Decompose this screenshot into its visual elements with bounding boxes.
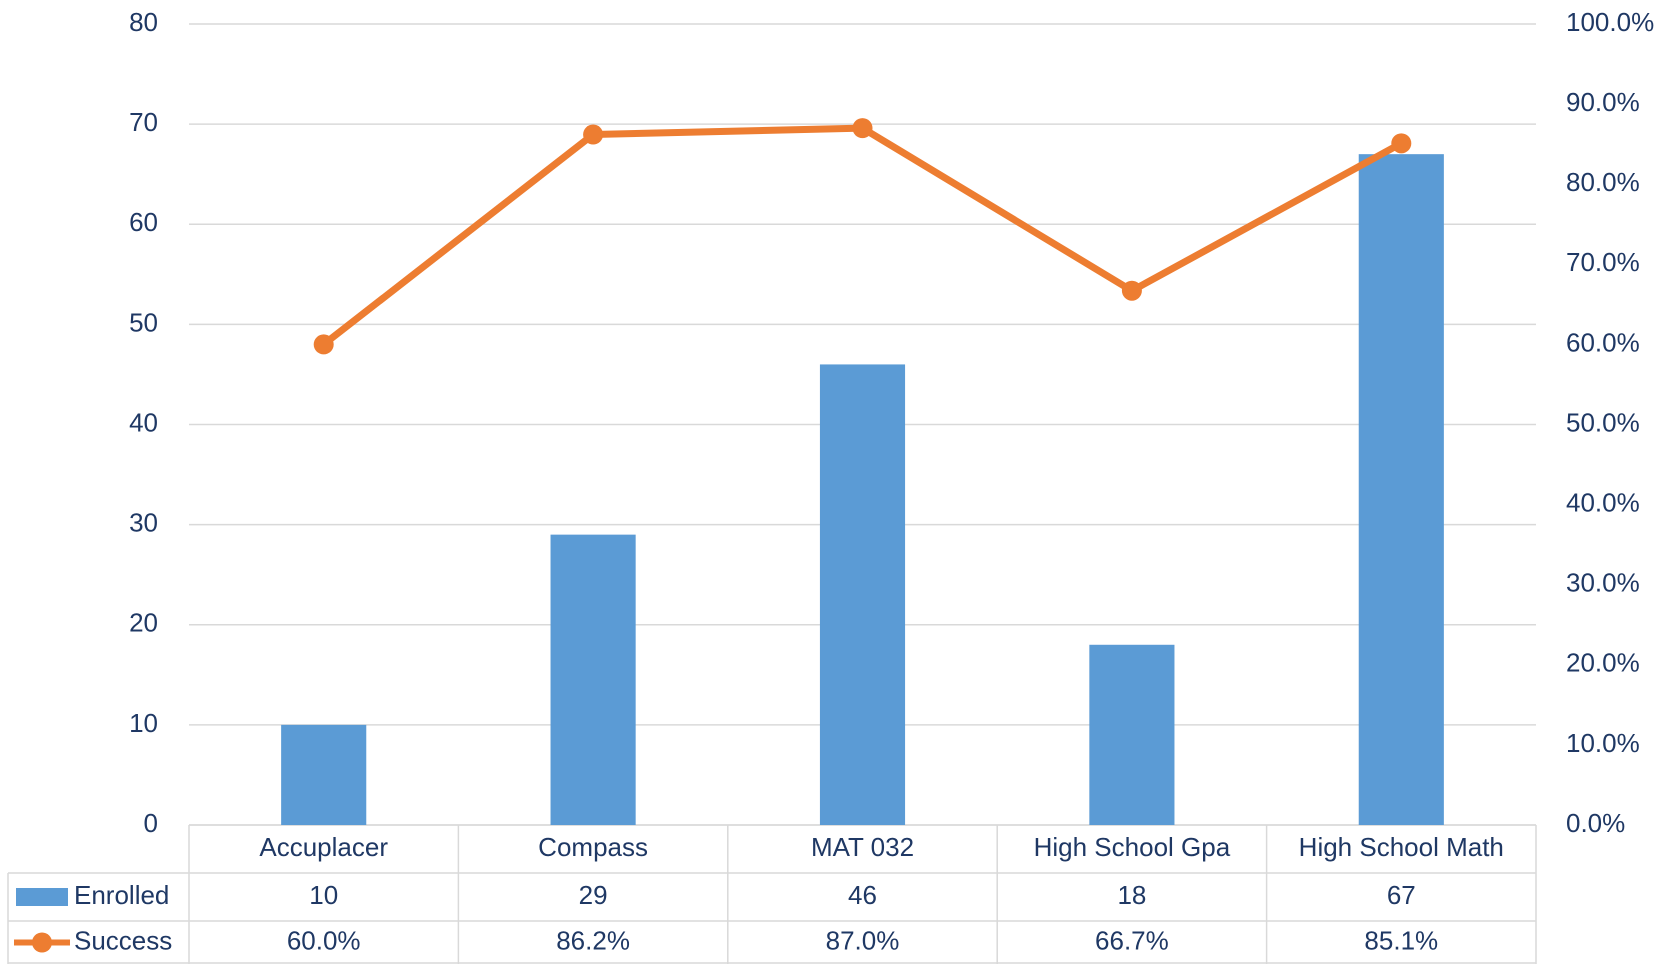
- table-value: 86.2%: [556, 925, 630, 955]
- y-tick-label: 60: [129, 207, 158, 237]
- x-tick-label: Compass: [538, 832, 648, 862]
- bar: [1358, 154, 1444, 826]
- y-tick-label: 10: [129, 708, 158, 738]
- y2-tick-label: 20.0%: [1566, 648, 1640, 678]
- y-tick-label: 70: [129, 107, 158, 137]
- x-tick-label: High School Gpa: [1034, 832, 1231, 862]
- legend-marker: [32, 932, 52, 953]
- y-tick-label: 80: [129, 7, 158, 37]
- y2-tick-label: 30.0%: [1566, 568, 1640, 598]
- line-marker: [313, 334, 334, 355]
- table-value: 18: [1117, 880, 1146, 910]
- table-value: 67: [1387, 880, 1416, 910]
- legend-swatch: [16, 888, 68, 906]
- bar: [819, 364, 906, 825]
- y2-tick-label: 70.0%: [1566, 247, 1640, 277]
- table-value: 87.0%: [826, 925, 900, 955]
- table-value: 29: [579, 880, 608, 910]
- x-tick-label: High School Math: [1299, 832, 1504, 862]
- x-tick-label: MAT 032: [811, 832, 914, 862]
- legend-label: Enrolled: [74, 880, 169, 910]
- table-value: 60.0%: [287, 925, 361, 955]
- x-tick-label: Accuplacer: [259, 832, 388, 862]
- y-tick-label: 30: [129, 508, 158, 538]
- y2-tick-label: 100.0%: [1566, 7, 1654, 37]
- line-marker: [583, 124, 604, 145]
- y-tick-label: 40: [129, 407, 158, 437]
- table-value: 46: [848, 880, 877, 910]
- table-value: 66.7%: [1095, 925, 1169, 955]
- y2-tick-label: 10.0%: [1566, 728, 1640, 758]
- line: [321, 124, 1403, 348]
- y2-tick-label: 50.0%: [1566, 407, 1640, 437]
- legend-label: Success: [74, 925, 172, 955]
- line-marker: [1121, 280, 1142, 301]
- bar: [281, 724, 367, 825]
- y2-tick-label: 80.0%: [1566, 167, 1640, 197]
- y-tick-label: 20: [129, 608, 158, 638]
- y2-tick-label: 60.0%: [1566, 327, 1640, 357]
- y2-tick-label: 40.0%: [1566, 487, 1640, 517]
- bar: [550, 534, 636, 825]
- table-value: 10: [309, 880, 338, 910]
- line-marker: [852, 118, 873, 139]
- table-value: 85.1%: [1364, 925, 1438, 955]
- y2-tick-label: 0.0%: [1566, 808, 1625, 838]
- y-tick-label: 0: [144, 808, 158, 838]
- y2-tick-label: 90.0%: [1566, 87, 1640, 117]
- line-marker: [1391, 133, 1412, 154]
- y-tick-label: 50: [129, 307, 158, 337]
- bar: [1089, 644, 1175, 825]
